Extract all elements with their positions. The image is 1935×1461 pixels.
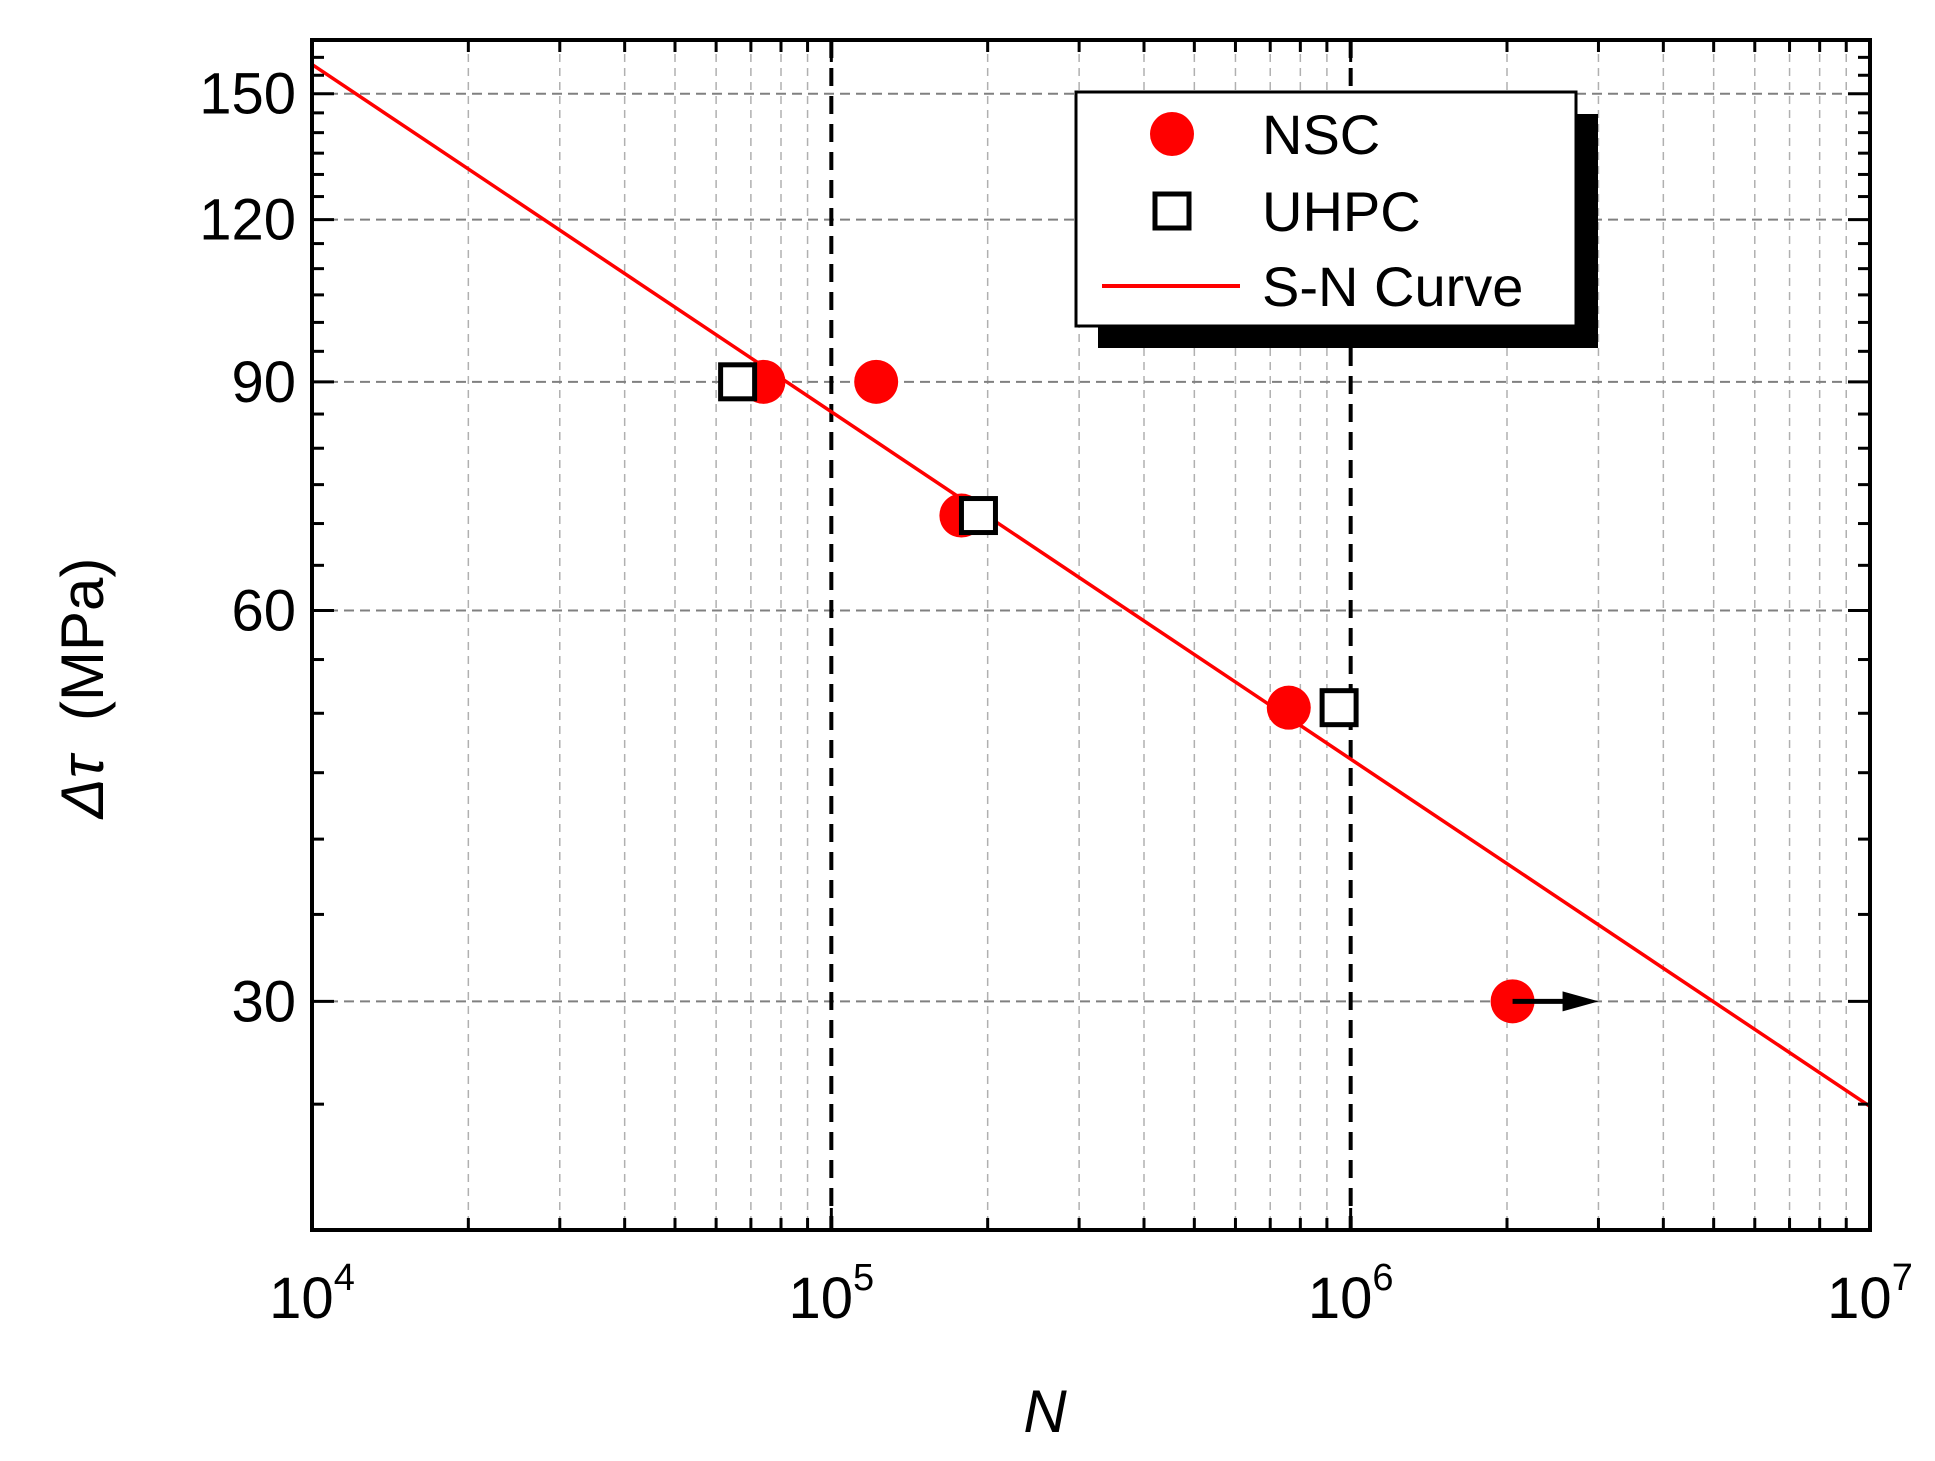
legend-nsc-marker	[1150, 112, 1194, 156]
y-axis-unit: (MPa)	[49, 558, 116, 721]
legend-nsc-label: NSC	[1262, 103, 1380, 166]
y-tick-label: 90	[231, 350, 296, 415]
legend: NSC UHPC S-N Curve	[1074, 90, 1598, 348]
runout-arrow-head	[1562, 991, 1599, 1012]
nsc-point	[854, 359, 899, 404]
y-axis-symbol: Δτ	[49, 752, 116, 820]
plot-frame	[310, 38, 1872, 1232]
x-axis-title: N	[1023, 1378, 1067, 1445]
uhpc-point	[1319, 688, 1359, 728]
x-tick-label: 104	[269, 1257, 355, 1331]
legend-curve-label: S-N Curve	[1262, 255, 1523, 318]
y-tick-labels: 30 60 90 120 150	[199, 62, 296, 1035]
x-tick-label: 105	[789, 1257, 875, 1331]
curve-layer	[311, 62, 1871, 1108]
y-tick-label: 60	[231, 578, 296, 643]
marker-layer	[718, 359, 1599, 1024]
x-tick-label: 107	[1827, 1257, 1913, 1331]
legend-uhpc-marker	[1152, 191, 1192, 231]
nsc-point	[1266, 685, 1311, 730]
sn-curve-line	[311, 62, 1871, 1108]
uhpc-point	[718, 362, 758, 402]
x-tick-labels: 104 105 106 107	[269, 1257, 1913, 1331]
major-grid	[312, 92, 1870, 1003]
axis-ticks	[310, 38, 1870, 1232]
y-axis-title: Δτ (MPa)	[49, 558, 116, 821]
y-tick-label: 30	[231, 969, 296, 1034]
y-tick-label: 150	[199, 62, 296, 127]
legend-uhpc-label: UHPC	[1262, 180, 1421, 243]
x-tick-label: 106	[1308, 1257, 1394, 1331]
y-tick-label: 120	[199, 188, 296, 253]
uhpc-point	[958, 496, 998, 536]
